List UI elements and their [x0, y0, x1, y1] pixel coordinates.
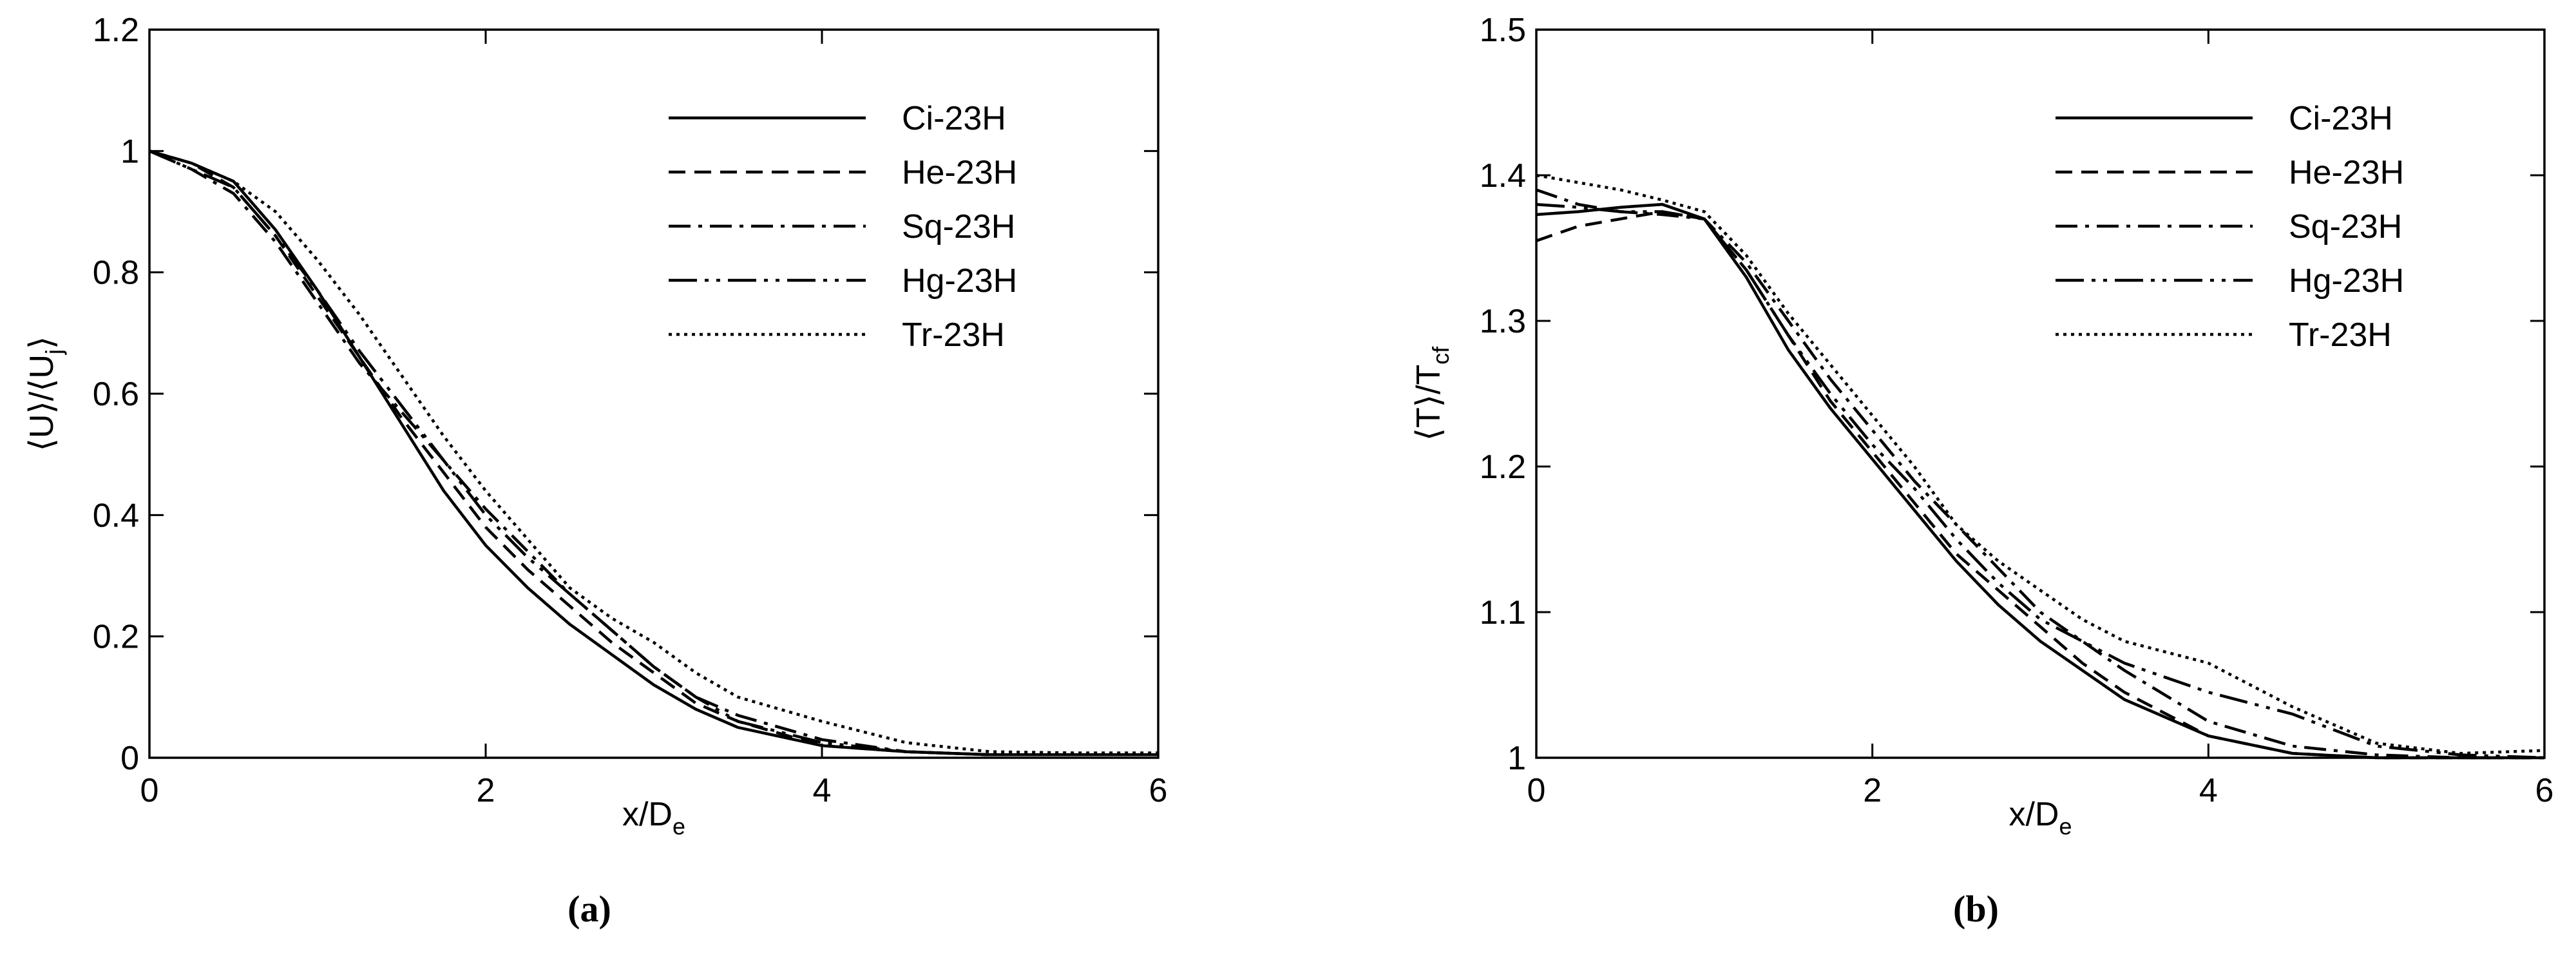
x-tick-label: 2 [1863, 772, 1882, 809]
y-axis-label-part: ⟨U⟩/⟨U [23, 354, 61, 451]
x-tick-label: 4 [2199, 772, 2218, 809]
legend-label: Tr-23H [902, 316, 1005, 354]
y-tick-label: 1.5 [1480, 12, 1526, 49]
y-tick-label: 0.8 [93, 255, 139, 292]
series-line [149, 149, 1158, 756]
y-tick-label: 1.1 [1480, 594, 1526, 631]
x-tick-label: 0 [140, 772, 159, 809]
y-axis-label-part: ⟨T⟩/T [1410, 365, 1447, 441]
series-line [1536, 188, 2544, 760]
x-axis-label: x/De [622, 796, 685, 840]
y-tick-label: 1.3 [1480, 303, 1526, 340]
panel-caption: (a) [568, 888, 611, 930]
y-tick-label: 1.2 [1480, 448, 1526, 486]
legend-label: Ci-23H [2289, 100, 2393, 137]
x-tick-label: 4 [813, 772, 832, 809]
y-axis-label-part: j [41, 349, 67, 355]
y-tick-label: 0.4 [93, 497, 139, 534]
chart-panel: 1 1.1 1.2 1.3 1.4 1.5 0 2 4 6 x/De ⟨T⟩/Tcf Ci-23H He-… [1410, 12, 2553, 930]
legend-label: Sq-23H [2289, 208, 2402, 245]
y-tick-label: 0.6 [93, 376, 139, 413]
legend-label: Hg-23H [2289, 262, 2404, 300]
legend-label: Hg-23H [902, 262, 1017, 300]
plot-frame [148, 28, 1159, 759]
y-tick-label: 1 [1507, 740, 1526, 777]
series-line [1536, 202, 2545, 760]
x-tick-label: 0 [1527, 772, 1546, 809]
legend-label: He-23H [902, 154, 1017, 191]
series-line [149, 149, 1158, 756]
x-axis-label: x/De [2008, 796, 2072, 840]
series-line [1536, 173, 2545, 755]
x-axis-label-part: x/D [2008, 796, 2059, 833]
legend-label: Ci-23H [902, 100, 1006, 137]
x-tick-label: 6 [2535, 772, 2554, 809]
y-axis-label: ⟨U⟩/⟨Uj⟩ [23, 336, 67, 452]
y-axis-label-part: cf [1427, 346, 1454, 365]
legend-label: Sq-23H [902, 208, 1015, 245]
x-tick-label: 2 [477, 772, 495, 809]
panel-caption: (b) [1953, 888, 1999, 930]
legend-label: Tr-23H [2289, 316, 2392, 354]
x-axis-label-part: x/D [622, 796, 673, 833]
y-tick-label: 0 [120, 740, 139, 777]
plot-frame [1535, 28, 2546, 759]
series-line [1536, 202, 2544, 760]
x-axis-label-part: e [673, 813, 685, 840]
y-axis-label: ⟨T⟩/Tcf [1410, 346, 1454, 441]
x-axis-label-part: e [2059, 813, 2072, 840]
y-axis-label-part: ⟩ [23, 336, 61, 349]
y-tick-label: 1 [120, 133, 139, 170]
y-tick-label: 1.2 [93, 12, 139, 49]
chart-panel: 0 0.2 0.4 0.6 0.8 1 1.2 0 2 4 6 x/De ⟨U⟩/⟨Uj⟩ Ci-23H H… [23, 12, 1167, 930]
x-tick-label: 6 [1149, 772, 1168, 809]
legend-label: He-23H [2289, 154, 2404, 191]
y-tick-label: 1.4 [1480, 157, 1526, 195]
y-tick-label: 0.2 [93, 619, 139, 656]
